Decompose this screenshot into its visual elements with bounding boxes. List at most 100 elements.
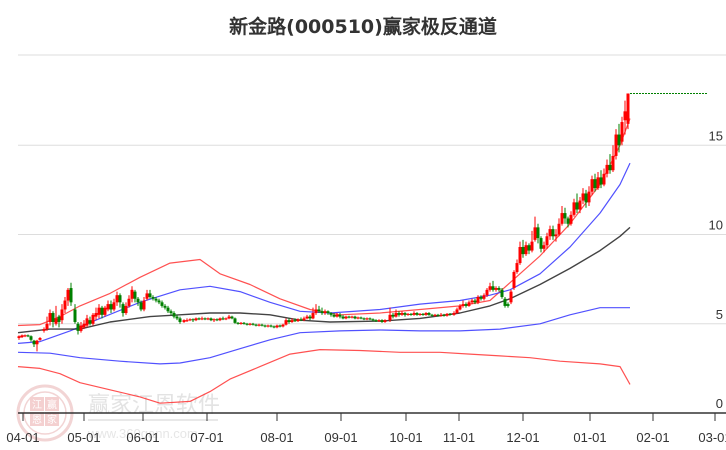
candle <box>38 337 42 341</box>
band-outer_upper <box>17 118 631 327</box>
candle <box>163 304 167 310</box>
candle <box>293 318 297 322</box>
candle <box>536 223 540 244</box>
candle-body <box>269 325 273 327</box>
candle <box>494 286 498 292</box>
candle-body <box>467 302 471 306</box>
candle <box>614 129 618 160</box>
candle <box>403 312 407 317</box>
candle-body <box>142 300 146 310</box>
candle-body <box>54 318 58 324</box>
candle-body <box>130 289 134 299</box>
watermark: 江赢恩 家赢家江恩软件www.360gann.com <box>16 384 220 442</box>
candle <box>239 321 243 325</box>
candle <box>296 318 300 322</box>
candlesticks <box>17 93 630 352</box>
x-tick-label: 08-01 <box>260 430 293 445</box>
chart-title: 新金路(000510)赢家极反通道 <box>229 16 497 38</box>
candle-body <box>605 164 609 174</box>
candle-body <box>442 314 446 316</box>
candle-body <box>494 288 498 290</box>
candle <box>368 317 372 321</box>
candle <box>182 319 186 323</box>
candle-body <box>236 322 240 324</box>
candle <box>305 314 309 320</box>
candle <box>233 317 237 324</box>
candle <box>76 321 80 335</box>
candle <box>442 313 446 317</box>
candle-body <box>599 177 603 185</box>
candle-body <box>590 179 594 192</box>
candle-body <box>42 329 46 331</box>
candle <box>412 311 416 316</box>
candle <box>326 310 330 315</box>
candle-body <box>485 289 489 296</box>
candle <box>112 298 116 312</box>
candle-body <box>215 319 219 321</box>
candle <box>206 317 210 321</box>
candle-body <box>623 111 627 121</box>
candle <box>350 315 354 319</box>
candle-body <box>377 320 381 322</box>
candle-body <box>106 304 110 310</box>
candle-body <box>503 298 507 306</box>
candle <box>203 317 207 321</box>
candle <box>362 317 366 321</box>
candle <box>17 335 21 340</box>
candle-body <box>197 318 201 320</box>
candle <box>35 339 39 352</box>
candle <box>32 339 36 347</box>
candle <box>539 236 543 253</box>
candle <box>251 322 255 326</box>
candle <box>458 304 462 311</box>
candle <box>356 316 360 320</box>
y-tick-label: 0 <box>716 396 723 411</box>
candle <box>515 259 519 274</box>
candle-body <box>94 313 98 317</box>
candle-body <box>533 227 537 240</box>
candle-body <box>63 300 67 310</box>
candle <box>79 321 83 333</box>
candle-body <box>175 316 179 319</box>
candle-body <box>45 323 49 330</box>
candle <box>418 313 422 316</box>
candle <box>45 316 49 331</box>
candle <box>136 296 140 306</box>
candle <box>57 314 61 328</box>
candle <box>365 317 369 321</box>
candle <box>311 307 315 320</box>
candle-body <box>359 317 363 319</box>
watermark-seal-cell <box>30 412 44 426</box>
x-tick-label: 06-01 <box>126 430 159 445</box>
x-tick-label: 01-01 <box>573 430 606 445</box>
candle-body <box>488 286 492 290</box>
candle <box>227 314 231 320</box>
candle-body <box>344 316 348 319</box>
candle <box>133 289 137 303</box>
candle-body <box>118 295 122 303</box>
candle-body <box>368 318 372 320</box>
candle <box>524 241 528 256</box>
candle <box>512 270 516 290</box>
candle <box>445 313 449 317</box>
candle-body <box>224 318 228 320</box>
candle-body <box>412 313 416 315</box>
candle <box>572 198 576 217</box>
watermark-seal-char: 家 <box>47 413 57 426</box>
candle-body <box>554 234 558 237</box>
candle <box>464 302 468 308</box>
watermark-seal-char: 赢 <box>47 398 57 411</box>
watermark-seal-char: 江 <box>32 399 42 411</box>
candle <box>20 334 24 339</box>
candle <box>476 295 480 305</box>
candle <box>394 309 398 318</box>
candle-body <box>136 298 140 303</box>
candle-body <box>374 320 378 322</box>
candle <box>590 175 594 196</box>
candle-body <box>20 335 24 338</box>
candle <box>299 317 303 322</box>
candle-body <box>530 241 534 251</box>
x-tick-label: 04-01 <box>6 430 39 445</box>
candle <box>497 286 501 292</box>
candle <box>157 298 161 305</box>
